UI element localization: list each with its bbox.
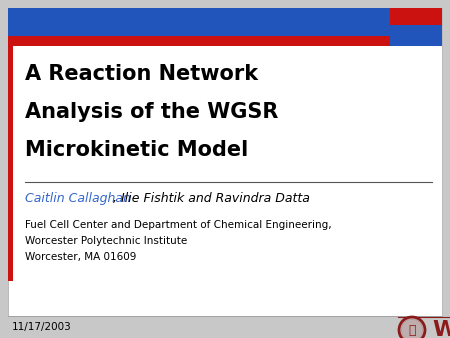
Text: ⛨: ⛨ (408, 323, 416, 337)
Text: A Reaction Network: A Reaction Network (25, 64, 258, 84)
Text: Fuel Cell Center and Department of Chemical Engineering,: Fuel Cell Center and Department of Chemi… (25, 220, 332, 230)
Text: 11/17/2003: 11/17/2003 (12, 322, 72, 332)
Bar (8, 46, 13, 281)
Text: WPI: WPI (432, 320, 450, 338)
Text: Caitlin Callaghan: Caitlin Callaghan (25, 192, 131, 205)
Bar (8, 36, 390, 46)
Text: Worcester, MA 01609: Worcester, MA 01609 (25, 252, 136, 262)
Text: Worcester Polytechnic Institute: Worcester Polytechnic Institute (25, 236, 187, 246)
Bar (390, 36, 442, 46)
Circle shape (401, 319, 423, 338)
Bar (390, 25, 442, 36)
Text: Analysis of the WGSR: Analysis of the WGSR (25, 102, 279, 122)
Text: , Ilie Fishtik and Ravindra Datta: , Ilie Fishtik and Ravindra Datta (113, 192, 310, 205)
Text: Microkinetic Model: Microkinetic Model (25, 140, 248, 160)
Bar (8, 8, 390, 36)
Bar (390, 8, 442, 25)
